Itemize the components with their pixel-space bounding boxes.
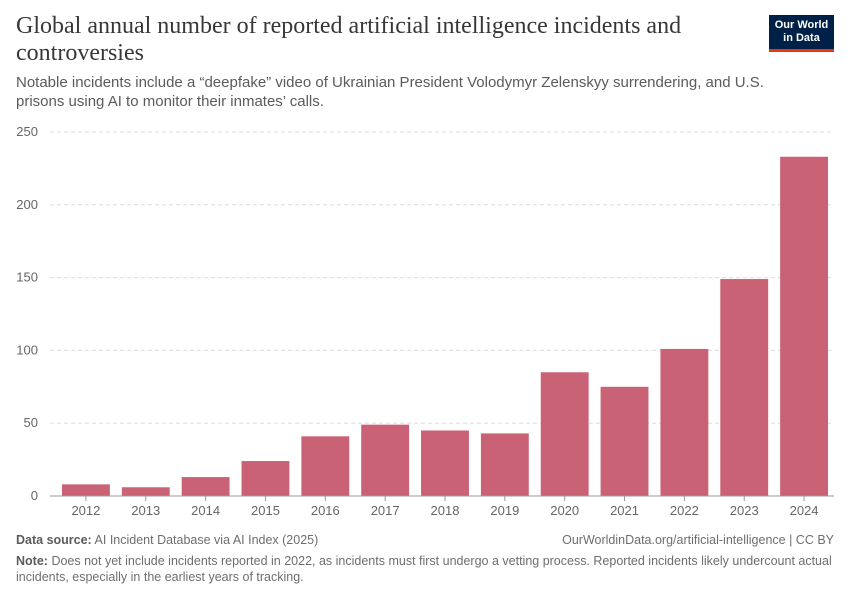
note-label: Note:: [16, 554, 48, 568]
bar[interactable]: [241, 461, 290, 496]
bar[interactable]: [720, 279, 769, 496]
y-tick-label: 50: [24, 415, 38, 430]
y-tick-label: 100: [16, 342, 38, 357]
bar[interactable]: [600, 386, 649, 496]
chart-title: Global annual number of reported artific…: [16, 13, 682, 66]
x-tick-label: 2016: [311, 503, 340, 518]
chart-subtitle: Notable incidents include a “deepfake” v…: [16, 74, 764, 110]
logo-line-2: in Data: [783, 32, 820, 44]
owid-logo[interactable]: Our World in Data: [769, 15, 834, 52]
data-source-label: Data source:: [16, 533, 92, 547]
data-source-text: AI Incident Database via AI Index (2025): [94, 533, 319, 547]
bar[interactable]: [121, 487, 170, 496]
x-tick-label: 2023: [730, 503, 759, 518]
bar[interactable]: [480, 433, 529, 496]
note-text: Does not yet include incidents reported …: [16, 554, 832, 584]
x-tick-label: 2022: [670, 503, 699, 518]
x-tick-label: 2014: [191, 503, 220, 518]
y-tick-label: 200: [16, 197, 38, 212]
bar[interactable]: [780, 156, 829, 496]
x-tick-label: 2018: [431, 503, 460, 518]
y-tick-label: 250: [16, 124, 38, 139]
source-url-link[interactable]: OurWorldinData.org/artificial-intelligen…: [562, 533, 834, 547]
bar[interactable]: [540, 372, 589, 496]
x-tick-label: 2015: [251, 503, 280, 518]
data-source: Data source: AI Incident Database via AI…: [16, 532, 834, 548]
logo-line-1: Our World: [774, 19, 829, 31]
bar[interactable]: [421, 430, 469, 496]
x-tick-label: 2017: [371, 503, 400, 518]
x-tick-label: 2013: [131, 503, 160, 518]
x-tick-label: 2021: [610, 503, 639, 518]
bar[interactable]: [660, 348, 709, 496]
bar[interactable]: [301, 436, 350, 496]
x-tick-label: 2019: [490, 503, 519, 518]
y-tick-label: 0: [31, 488, 38, 503]
chart-note: Note: Does not yet include incidents rep…: [16, 553, 834, 585]
bar[interactable]: [61, 484, 110, 496]
logo-accent-bar: [769, 49, 834, 52]
x-tick-label: 2024: [790, 503, 819, 518]
bar[interactable]: [361, 424, 410, 496]
x-tick-label: 2012: [71, 503, 100, 518]
x-tick-label: 2020: [550, 503, 579, 518]
y-tick-label: 150: [16, 270, 38, 285]
bar[interactable]: [181, 477, 230, 496]
